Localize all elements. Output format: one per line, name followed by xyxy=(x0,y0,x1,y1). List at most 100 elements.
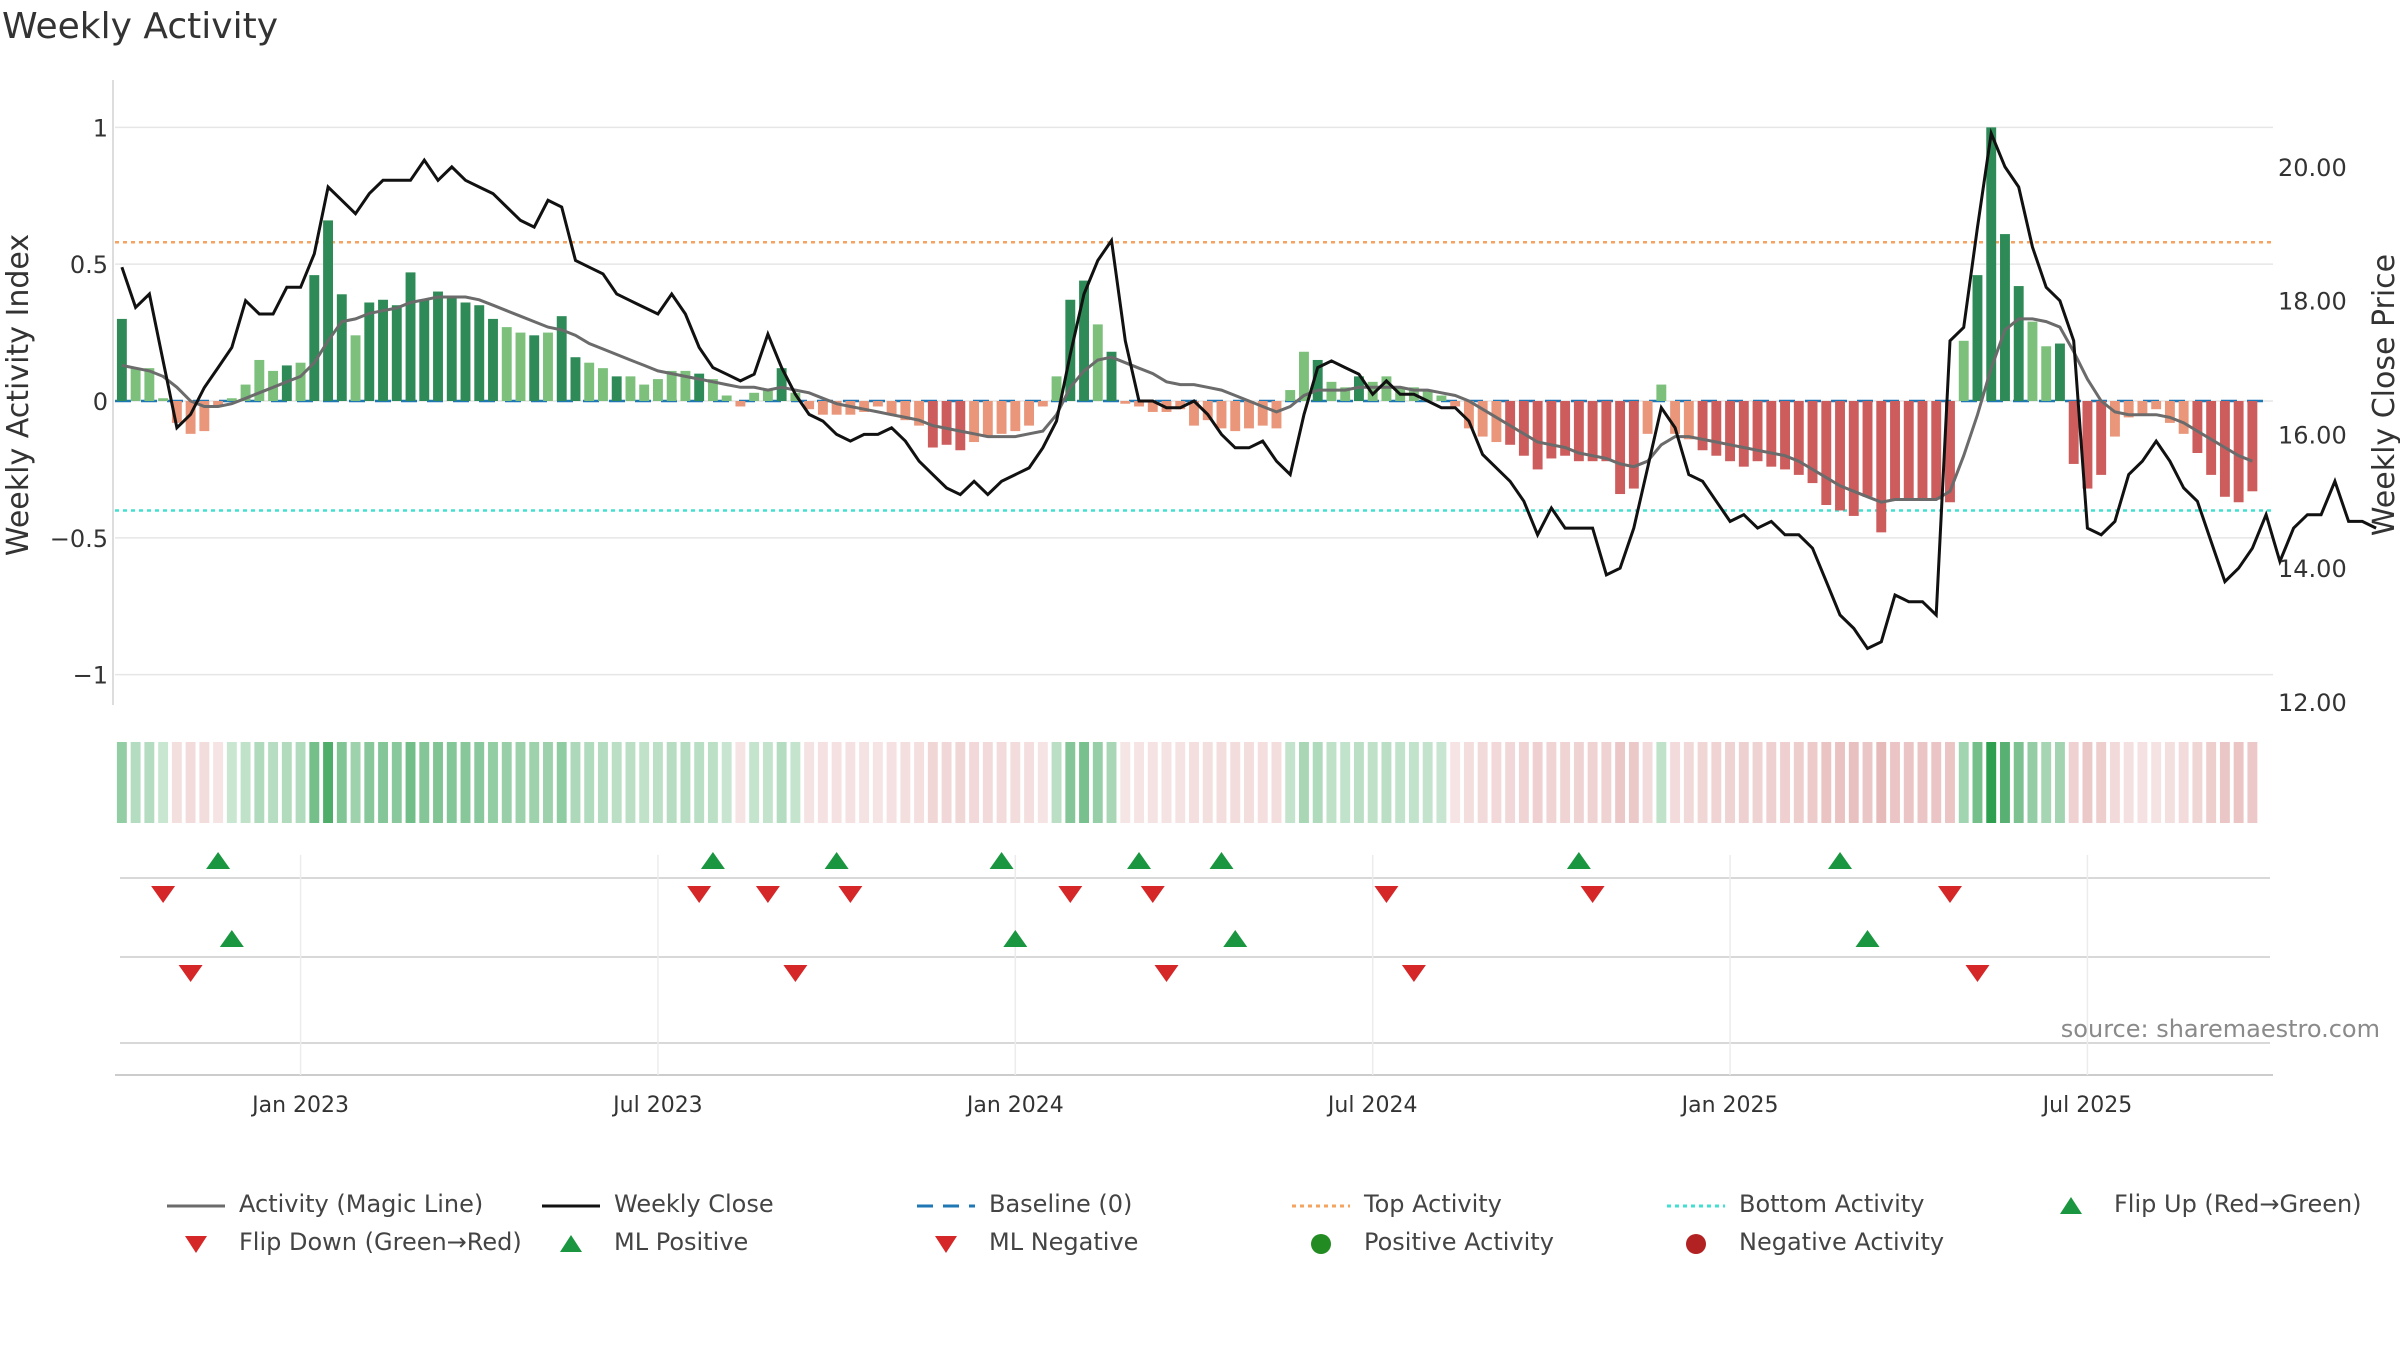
heat-cell xyxy=(1601,742,1612,823)
activity-bar xyxy=(1450,401,1461,407)
magic-line xyxy=(121,295,2253,504)
heat-cell xyxy=(1271,742,1282,823)
heat-cell xyxy=(1257,742,1268,823)
heat-cell xyxy=(1395,742,1406,823)
activity-bar xyxy=(859,401,870,412)
activity-bar xyxy=(158,398,169,401)
heat-cell xyxy=(1752,742,1763,823)
heat-cell xyxy=(2219,742,2230,823)
heat-cell xyxy=(584,742,595,823)
heat-cell xyxy=(556,742,567,823)
heat-cell xyxy=(2164,742,2175,823)
heat-cell xyxy=(515,742,526,823)
heat-cell xyxy=(1463,742,1474,823)
heat-cell xyxy=(488,742,498,823)
flip-up-marker xyxy=(1127,852,1152,869)
flip-down-triangle-icon xyxy=(165,1232,227,1253)
activity-bar xyxy=(1189,401,1199,426)
heat-cell xyxy=(1216,742,1227,823)
legend-label: Bottom Activity xyxy=(1739,1190,1925,1218)
heat-cell xyxy=(1079,742,1089,823)
activity-bar xyxy=(652,379,663,401)
heat-cell xyxy=(1958,742,1969,823)
heat-cell xyxy=(1835,742,1845,823)
ml-negative-marker xyxy=(783,965,808,982)
activity-bar xyxy=(323,220,333,401)
heat-cell xyxy=(1326,742,1337,823)
grid-layer xyxy=(112,80,2273,1076)
activity-bar xyxy=(1202,401,1213,421)
heat-cell xyxy=(378,742,388,823)
heat-cell xyxy=(2000,742,2010,823)
flip-down-marker xyxy=(1140,886,1165,903)
heat-cell xyxy=(213,742,224,823)
legend-item-bottom-activity: Bottom Activity xyxy=(1665,1190,1924,1218)
ml-positive-triangle-icon xyxy=(540,1232,602,1252)
heat-cell xyxy=(2013,742,2024,823)
heat-cell xyxy=(116,742,127,823)
ml-negative-triangle-icon xyxy=(915,1232,977,1253)
heat-cell xyxy=(1175,742,1186,823)
top-activity-swatch-icon xyxy=(1290,1194,1352,1214)
flip-down-marker xyxy=(1058,886,1083,903)
heat-cell xyxy=(501,742,512,823)
heat-cell xyxy=(226,742,237,823)
activity-bar xyxy=(2233,401,2244,503)
y-tick-label: −1 xyxy=(73,662,108,690)
heat-cell xyxy=(2041,742,2052,823)
heat-cell xyxy=(2096,742,2107,823)
heat-cell xyxy=(1697,742,1708,823)
heat-cell xyxy=(927,742,938,823)
heat-cell xyxy=(1285,742,1296,823)
heat-cell xyxy=(1244,742,1254,823)
activity-bar xyxy=(707,379,718,401)
y2-tick-label: 20.00 xyxy=(2278,154,2347,182)
signal-markers xyxy=(151,852,1990,982)
activity-bar xyxy=(1079,280,1089,401)
heat-cell xyxy=(1134,742,1144,823)
heat-cell xyxy=(1299,742,1309,823)
heat-cell xyxy=(474,742,485,823)
heat-cell xyxy=(1340,742,1351,823)
ml-negative-marker xyxy=(1154,965,1179,982)
y2-axis-title: Weekly Close Price xyxy=(2367,254,2400,536)
activity-bar xyxy=(639,384,650,401)
x-tick-label: Jul 2025 xyxy=(2041,1093,2133,1118)
heat-cell xyxy=(1890,742,1900,823)
heat-cell xyxy=(1147,742,1158,823)
activity-bar xyxy=(254,359,265,401)
activity-bar xyxy=(2068,401,2079,464)
heat-cell xyxy=(1766,742,1777,823)
heat-cell xyxy=(1092,742,1103,823)
x-tick-label: Jan 2023 xyxy=(250,1093,349,1118)
flip-up-marker xyxy=(1209,852,1234,869)
activity-bar xyxy=(598,368,608,401)
y-tick-label: 1 xyxy=(93,114,108,142)
activity-bar xyxy=(1615,401,1626,495)
ml-negative-marker xyxy=(1401,965,1426,982)
ml-positive-marker xyxy=(1223,930,1248,947)
activity-bar xyxy=(2013,286,2024,401)
activity-bar xyxy=(446,297,457,401)
heat-cell xyxy=(171,742,182,823)
legend-label: Baseline (0) xyxy=(989,1190,1133,1218)
activity-bar xyxy=(2178,401,2189,434)
heat-cell xyxy=(1367,742,1378,823)
flip-down-marker xyxy=(1374,886,1399,903)
heat-cell xyxy=(1903,742,1914,823)
heat-cell xyxy=(1312,742,1323,823)
activity-bar xyxy=(336,294,347,401)
chart-title: Weekly Activity xyxy=(2,6,279,47)
ml-positive-marker xyxy=(219,930,244,947)
heat-cell xyxy=(2233,742,2244,823)
heat-cell xyxy=(1161,742,1172,823)
legend-item-ml-negative: ML Negative xyxy=(915,1228,1138,1256)
activity-bar xyxy=(1010,401,1021,432)
heat-cell xyxy=(1518,742,1529,823)
heat-cell xyxy=(1436,742,1447,823)
activity-bar xyxy=(1477,401,1488,437)
heat-cell xyxy=(859,742,870,823)
activity-bar xyxy=(1120,401,1131,404)
activity-bar xyxy=(1752,401,1763,462)
heat-cell xyxy=(817,742,828,823)
